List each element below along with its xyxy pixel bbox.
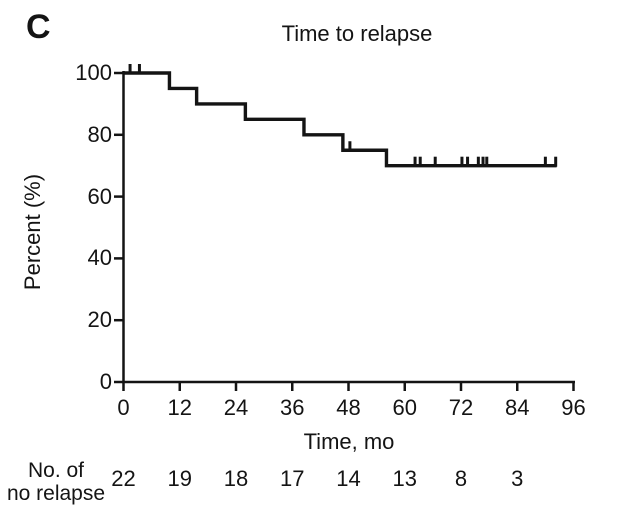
x-axis-label: Time, mo (303, 429, 395, 454)
risk-count: 19 (167, 466, 192, 491)
risk-table-label-line2: no relapse (6, 482, 106, 505)
y-tick-label: 100 (75, 60, 112, 85)
risk-table-label: No. of no relapse (0, 459, 112, 505)
km-curve (123, 71, 557, 168)
risk-count: 22 (111, 466, 136, 491)
y-tick-label: 60 (87, 183, 112, 209)
y-tick-label: 20 (87, 307, 112, 333)
x-tick-label: 12 (167, 395, 192, 420)
y-tick-label: 0 (99, 369, 112, 394)
x-tick-label: 84 (505, 395, 530, 420)
y-axis-label: Percent (%) (20, 173, 45, 291)
risk-count: 18 (223, 466, 249, 491)
risk-count: 3 (511, 466, 524, 491)
x-tick-label: 72 (448, 395, 474, 420)
x-tick-label: 24 (223, 395, 249, 420)
risk-count: 13 (392, 466, 417, 491)
x-tick-label: 48 (336, 395, 361, 420)
chart-title: Time to relapse (281, 21, 433, 46)
x-tick-label: 60 (392, 395, 417, 420)
panel-label: C (26, 8, 51, 46)
risk-count: 8 (454, 466, 468, 491)
y-tick-label: 80 (87, 121, 112, 147)
risk-count: 17 (280, 466, 305, 491)
y-tick-label: 40 (87, 245, 112, 271)
risk-table-label-line1: No. of (27, 459, 85, 482)
x-tick-label: 0 (117, 395, 130, 420)
x-tick-label: 36 (280, 395, 305, 420)
risk-count: 14 (336, 466, 361, 491)
x-tick-label: 96 (561, 395, 586, 420)
